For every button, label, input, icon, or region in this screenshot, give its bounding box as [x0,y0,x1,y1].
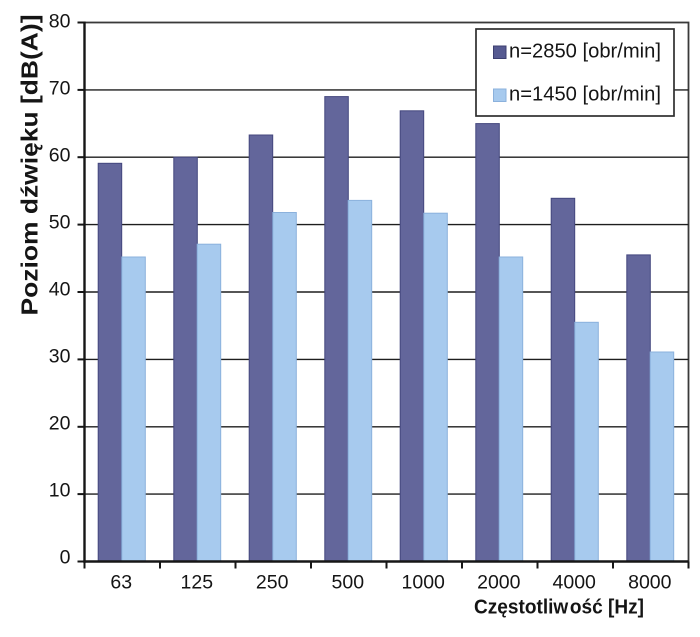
svg-text:1000: 1000 [402,572,446,594]
svg-text:4000: 4000 [553,572,597,594]
svg-text:500: 500 [332,572,365,594]
svg-text:0: 0 [60,547,71,569]
svg-text:8000: 8000 [628,572,672,594]
svg-text:n=1450 [obr/min]: n=1450 [obr/min] [509,84,661,106]
svg-text:Poziom dźwięku [dB(A)]: Poziom dźwięku [dB(A)] [17,15,43,316]
svg-text:30: 30 [49,346,71,368]
svg-text:63: 63 [110,572,132,594]
svg-text:125: 125 [181,572,214,594]
svg-text:2000: 2000 [477,572,521,594]
svg-text:80: 80 [49,11,71,33]
svg-text:n=2850 [obr/min]: n=2850 [obr/min] [509,41,661,63]
svg-text:50: 50 [49,212,71,234]
svg-text:70: 70 [49,78,71,100]
svg-text:60: 60 [49,145,71,167]
svg-text:10: 10 [49,480,71,502]
svg-text:40: 40 [49,279,71,301]
svg-text:20: 20 [49,413,71,435]
svg-text:Częstotliw ość [Hz]: Częstotliw ość [Hz] [474,596,644,619]
svg-text:250: 250 [256,572,289,594]
